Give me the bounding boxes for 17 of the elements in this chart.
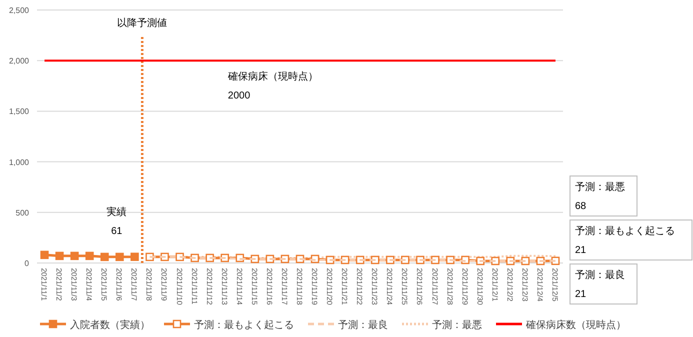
y-tick-label: 500 bbox=[16, 208, 30, 218]
legend-label: 予測：最良 bbox=[338, 319, 388, 331]
y-tick-label: 2,500 bbox=[8, 6, 30, 15]
legend-label: 予測：最もよく起こる bbox=[194, 319, 294, 331]
annotation: 実績 61 bbox=[106, 206, 127, 237]
legend-label: 確保病床数（現時点） bbox=[525, 319, 626, 331]
ref-line-label: 以降予測値 bbox=[117, 17, 168, 29]
annotation: 確保病床（現時点） 2000 bbox=[226, 70, 318, 102]
y-tick-label: 0 bbox=[24, 259, 30, 268]
text: 予測：最良 21 bbox=[575, 269, 625, 300]
legend-label: 予測：最悪 bbox=[432, 319, 482, 331]
legend-label: 入院者数（実績） bbox=[70, 319, 150, 331]
text: 予測：最もよく起こる 21 bbox=[575, 225, 675, 256]
text: 予測：最悪 68 bbox=[575, 181, 625, 212]
y-tick-label: 1,500 bbox=[8, 107, 30, 116]
y-tick-label: 2,000 bbox=[8, 56, 30, 66]
y-tick-label: 1,000 bbox=[8, 158, 30, 167]
